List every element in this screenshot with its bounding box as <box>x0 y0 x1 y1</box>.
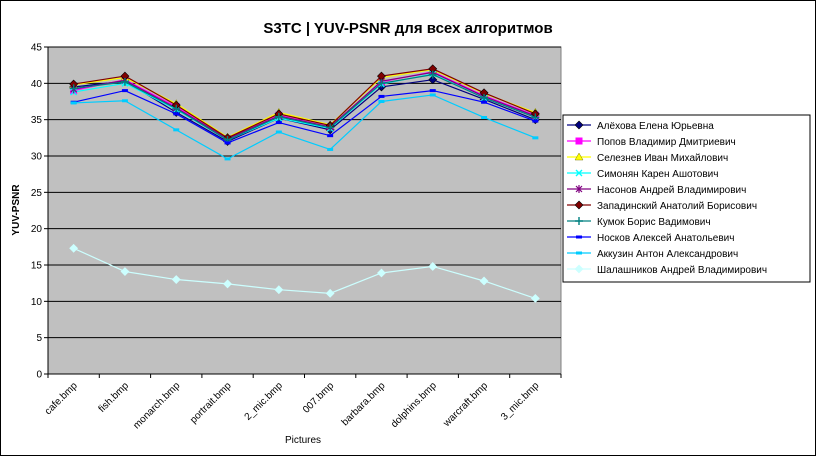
data-point <box>327 134 334 138</box>
series-line <box>73 94 536 160</box>
data-point <box>481 115 488 119</box>
data-point <box>327 147 334 151</box>
data-point <box>428 262 438 271</box>
data-point <box>377 79 386 88</box>
legend-label: Носков Алексей Анатольевич <box>597 233 734 244</box>
legend-label: Западинский Анатолий Борисович <box>597 201 757 212</box>
legend-label: Алёхова Елена Юрьевна <box>597 121 714 132</box>
legend: Алёхова Елена Юрьевна Попов Владимир Дмит… <box>567 120 767 276</box>
y-tick-label: 10 <box>31 297 43 308</box>
data-point <box>173 112 180 116</box>
data-point <box>69 243 79 253</box>
legend-label: Насонов Андрей Владимирович <box>597 185 746 196</box>
data-point <box>428 70 437 79</box>
data-point <box>120 267 130 276</box>
plot-area <box>47 46 562 375</box>
legend-label: Попов Владимир Дмитриевич <box>597 137 736 148</box>
data-point <box>576 235 582 239</box>
y-tick-label: 25 <box>31 188 43 199</box>
data-point <box>121 89 128 93</box>
legend-item: Шалашников Андрей Владимирович <box>567 264 767 276</box>
y-tick-label: 15 <box>31 261 43 272</box>
legend-item: Насонов Андрей Владимирович <box>567 185 746 196</box>
legend-label: Селезнев Иван Михайлович <box>597 153 728 164</box>
data-point <box>429 93 436 97</box>
y-tick-label: 0 <box>36 370 42 381</box>
series-line <box>73 68 536 139</box>
data-point <box>173 128 180 132</box>
legend-label: Симонян Карен Ашотович <box>597 169 718 180</box>
data-point <box>224 157 231 161</box>
series-layer <box>69 64 540 303</box>
y-axis-label: YUV-PSNR <box>11 184 22 236</box>
data-point <box>378 94 385 98</box>
series-line <box>73 73 536 141</box>
data-point <box>274 112 283 121</box>
y-tick-label: 5 <box>36 333 42 344</box>
series-line <box>73 89 536 144</box>
series-9 <box>70 93 539 161</box>
data-point <box>171 275 181 284</box>
legend-item: Симонян Карен Ашотович <box>567 169 718 180</box>
y-tick-label: 20 <box>31 224 43 235</box>
data-point <box>274 285 284 295</box>
data-point <box>481 100 488 104</box>
data-point <box>575 137 583 145</box>
series-line <box>73 247 536 299</box>
data-point <box>275 121 282 125</box>
data-point <box>574 264 584 274</box>
series-10 <box>69 243 540 303</box>
data-point <box>575 169 583 177</box>
data-point <box>377 268 386 278</box>
series-line <box>73 71 536 140</box>
legend-item: Попов Владимир Дмитриевич <box>567 137 736 148</box>
x-axis-label: Pictures <box>285 435 321 446</box>
chart-title: S3TC | YUV-PSNR для всех алгоритмов <box>263 20 552 37</box>
data-point <box>532 119 539 123</box>
legend-label: Шалашников Андрей Владимирович <box>597 265 767 276</box>
grid-lines <box>48 46 561 339</box>
y-tick-label: 40 <box>31 79 43 90</box>
legend-item: Алёхова Елена Юрьевна <box>567 120 714 132</box>
data-point <box>575 185 583 193</box>
data-point <box>574 120 584 130</box>
data-point <box>532 136 539 140</box>
data-point <box>69 84 78 93</box>
data-point <box>378 100 385 103</box>
data-point <box>575 217 583 225</box>
legend-item: Западинский Анатолий Борисович <box>567 200 757 212</box>
data-point <box>224 141 231 145</box>
series-6 <box>69 64 540 143</box>
legend-item: Селезнев Иван Михайлович <box>567 152 728 164</box>
data-point <box>325 288 335 298</box>
data-point <box>120 77 129 86</box>
legend-item: Носков Алексей Анатольевич <box>567 233 734 244</box>
y-tick-label: 30 <box>31 152 43 163</box>
data-point <box>530 294 540 303</box>
data-point <box>479 276 489 286</box>
data-point <box>275 130 282 134</box>
data-point <box>428 75 438 85</box>
legend-item: Аккузин Антон Александрович <box>567 249 738 260</box>
legend-box <box>562 114 811 283</box>
data-point <box>574 152 584 161</box>
data-point <box>429 89 436 93</box>
y-tick-label: 35 <box>31 115 43 126</box>
legend-label: Аккузин Антон Александрович <box>597 249 738 260</box>
data-point <box>574 200 584 210</box>
legend-label: Кумок Борис Вадимович <box>597 217 711 228</box>
data-point <box>480 93 489 102</box>
y-tick-label: 45 <box>31 43 43 54</box>
data-point <box>326 123 335 132</box>
data-point <box>576 251 582 255</box>
data-point <box>172 104 181 113</box>
legend-item: Кумок Борис Вадимович <box>567 217 711 228</box>
data-point <box>223 279 232 289</box>
data-point <box>121 99 128 103</box>
data-point <box>70 101 77 105</box>
